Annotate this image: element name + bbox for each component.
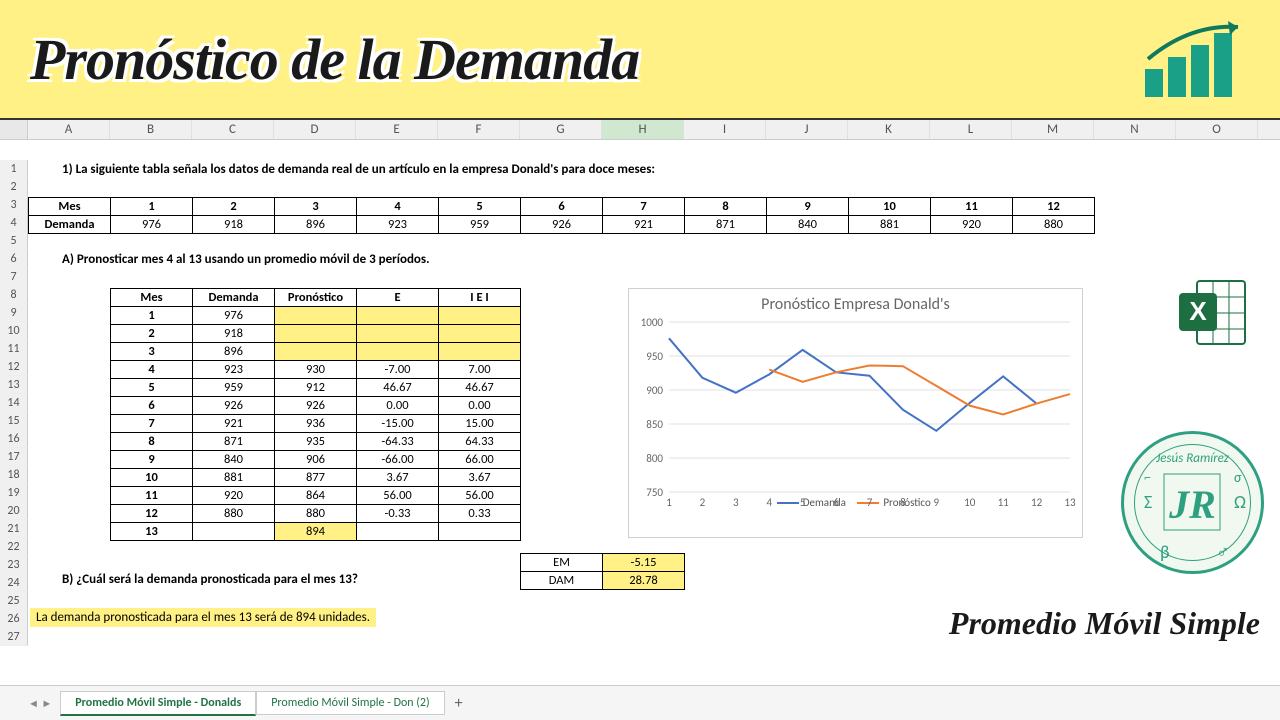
svg-text:900: 900 [646,384,663,397]
row-header-14[interactable]: 14 [0,394,28,412]
row-header-18[interactable]: 18 [0,466,28,484]
chart-plot: 750800850900950100012345678910111213 [669,322,1070,492]
row-header-8[interactable]: 8 [0,286,28,304]
svg-text:1: 1 [666,496,672,509]
svg-text:σ: σ [1234,469,1242,486]
col-header-G[interactable]: G [520,120,602,139]
svg-text:Ω: Ω [1234,491,1246,513]
svg-text:750: 750 [646,486,663,499]
svg-text:950: 950 [646,350,663,363]
answer-text: La demanda pronosticada para el mes 13 s… [30,608,376,627]
col-header-F[interactable]: F [438,120,520,139]
row-header-22[interactable]: 22 [0,538,28,556]
svg-text:5: 5 [800,496,806,509]
table-row: Mes123456789101112 [29,198,1095,216]
row-header-4[interactable]: 4 [0,214,28,232]
tab-active[interactable]: Promedio Móvil Simple - Donalds [60,691,256,716]
page-title: Pronóstico de la Demanda [30,26,639,93]
tab-nav-arrows[interactable]: ◄ ► [28,697,52,710]
jr-logo-badge: Jesús Ramírez JR Σ Ω β ♂ ⌐ σ [1120,430,1265,575]
svg-text:12: 12 [1031,496,1043,509]
col-header-H[interactable]: H [602,120,684,139]
row-header-19[interactable]: 19 [0,484,28,502]
row-header-26[interactable]: 26 [0,610,28,628]
col-header-C[interactable]: C [192,120,274,139]
row-header-6[interactable]: 6 [0,250,28,268]
demand-table: Mes123456789101112 Demanda97691889692395… [28,197,1095,234]
row-header-2[interactable]: 2 [0,178,28,196]
svg-text:♂: ♂ [1216,541,1230,563]
svg-text:13: 13 [1064,496,1076,509]
row-header-25[interactable]: 25 [0,592,28,610]
chart-svg: 750800850900950100012345678910111213 [669,322,1070,492]
col-header-O[interactable]: O [1176,120,1258,139]
row-header-21[interactable]: 21 [0,520,28,538]
tab-other[interactable]: Promedio Móvil Simple - Don (2) [256,691,444,715]
svg-text:11: 11 [998,496,1010,509]
column-headers: ABCDEFGHIJKLMNO [0,120,1280,140]
col-header-L[interactable]: L [930,120,1012,139]
forecast-chart[interactable]: Pronóstico Empresa Donald's 750800850900… [628,288,1083,538]
col-header-B[interactable]: B [110,120,192,139]
row-header-7[interactable]: 7 [0,268,28,286]
sheet-tabs-bar: ◄ ► Promedio Móvil Simple - Donalds Prom… [0,685,1280,720]
svg-text:Jesús Ramírez: Jesús Ramírez [1155,451,1230,466]
svg-text:⌐: ⌐ [1144,469,1151,486]
select-all-corner[interactable] [0,120,28,139]
calc-table: MesDemandaPronósticoEI E I19762918389649… [110,288,521,541]
row-header-10[interactable]: 10 [0,322,28,340]
svg-text:3: 3 [733,496,739,509]
svg-text:4: 4 [766,496,772,509]
row-header-20[interactable]: 20 [0,502,28,520]
row-header-12[interactable]: 12 [0,358,28,376]
svg-text:9: 9 [934,496,940,509]
chart-growth-icon [1140,19,1250,99]
row-header-3[interactable]: 3 [0,196,28,214]
chart-legend: Demanda Pronóstico [629,496,1082,509]
table-row: Demanda976918896923959926921871840881920… [29,216,1095,234]
col-header-E[interactable]: E [356,120,438,139]
svg-text:10: 10 [964,496,976,509]
svg-text:1000: 1000 [641,316,664,329]
svg-text:6: 6 [833,496,839,509]
add-sheet-button[interactable]: + [445,690,473,717]
question-a: A) Pronosticar mes 4 al 13 usando un pro… [62,252,430,267]
svg-text:7: 7 [867,496,873,509]
col-header-K[interactable]: K [848,120,930,139]
question-b: B) ¿Cuál será la demanda pronosticada pa… [62,572,358,587]
row-header-16[interactable]: 16 [0,430,28,448]
row-header-27[interactable]: 27 [0,628,28,646]
question-1: 1) La siguiente tabla señala los datos d… [62,162,655,177]
subtitle: Promedio Móvil Simple [949,605,1260,642]
col-header-D[interactable]: D [274,120,356,139]
svg-text:800: 800 [646,452,663,465]
col-header-N[interactable]: N [1094,120,1176,139]
row-header-23[interactable]: 23 [0,556,28,574]
col-header-A[interactable]: A [28,120,110,139]
row-header-11[interactable]: 11 [0,340,28,358]
spreadsheet-area: ABCDEFGHIJKLMNO 123456789101112131415161… [0,120,1280,665]
svg-text:850: 850 [646,418,663,431]
row-header-17[interactable]: 17 [0,448,28,466]
chart-title: Pronóstico Empresa Donald's [629,295,1082,314]
excel-icon: X [1175,275,1250,350]
svg-text:8: 8 [900,496,906,509]
row-header-24[interactable]: 24 [0,574,28,592]
svg-text:β: β [1160,541,1170,563]
col-header-M[interactable]: M [1012,120,1094,139]
row-header-15[interactable]: 15 [0,412,28,430]
row-header-5[interactable]: 5 [0,232,28,250]
svg-text:JR: JR [1168,482,1216,527]
row-header-13[interactable]: 13 [0,376,28,394]
header-banner: Pronóstico de la Demanda [0,0,1280,120]
stats-table: EM-5.15 DAM28.78 [520,553,685,590]
row-header-9[interactable]: 9 [0,304,28,322]
svg-text:Σ: Σ [1144,491,1152,513]
svg-text:2: 2 [700,496,706,509]
col-header-I[interactable]: I [684,120,766,139]
row-header-1[interactable]: 1 [0,160,28,178]
svg-text:X: X [1189,296,1207,326]
col-header-J[interactable]: J [766,120,848,139]
